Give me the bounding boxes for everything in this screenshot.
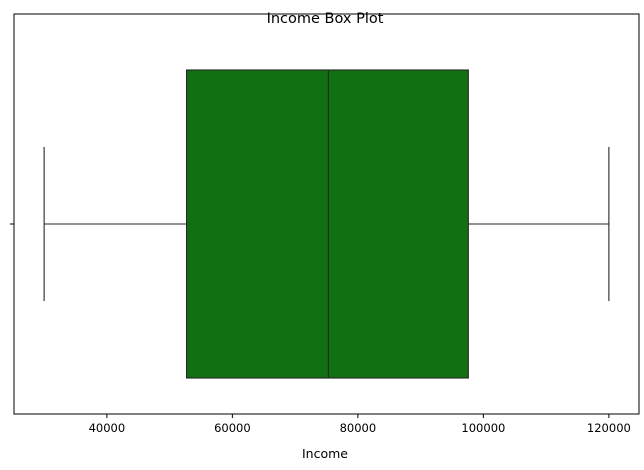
x-tick-label: 100000 — [461, 421, 505, 435]
x-tick-label: 40000 — [89, 421, 126, 435]
plot-area-frame — [13, 13, 640, 415]
box-plot-group — [43, 69, 610, 379]
chart-title: Income Box Plot — [267, 11, 384, 27]
x-tick-label: 120000 — [587, 421, 631, 435]
iqr-box — [186, 69, 469, 379]
x-axis-ticks: 40000 60000 80000 100000 120000 — [89, 414, 631, 435]
x-tick-label: 60000 — [214, 421, 251, 435]
x-tick-label: 80000 — [340, 421, 377, 435]
x-axis-label: Income — [302, 446, 348, 461]
